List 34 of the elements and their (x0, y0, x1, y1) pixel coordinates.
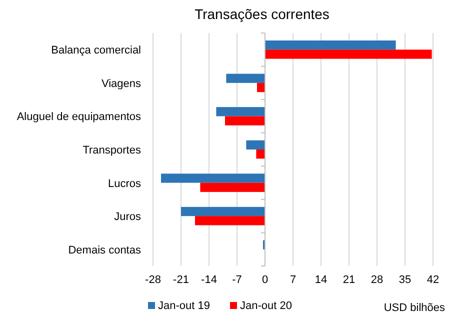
x-tick-label: -7 (232, 274, 242, 286)
legend-label: Jan-out 20 (240, 300, 292, 312)
legend-label: Jan-out 19 (158, 300, 210, 312)
bar (265, 40, 396, 50)
bar (200, 182, 265, 192)
x-tick-label: -21 (173, 274, 189, 286)
x-tick-label: 35 (398, 274, 412, 286)
x-tick-label: 14 (314, 274, 328, 286)
y-tick-label: Balança comercial (51, 44, 141, 57)
y-tick-label: Viagens (101, 78, 142, 90)
x-axis-title: USD bilhões (384, 302, 446, 314)
bar (265, 50, 432, 59)
x-tick-label: 28 (370, 274, 384, 286)
bar (195, 216, 265, 226)
x-tick-label: 21 (342, 274, 356, 286)
bar (257, 82, 265, 92)
chart-title: Transações correntes (194, 6, 330, 22)
y-tick-label: Aluguel de equipamentos (16, 111, 142, 124)
x-tick-label: 0 (262, 274, 268, 286)
bar (256, 150, 265, 159)
x-tick-label: 7 (290, 274, 296, 286)
bar (161, 174, 265, 183)
bar (181, 206, 265, 216)
x-tick-label: -28 (145, 274, 161, 286)
x-tick-label: 42 (426, 274, 440, 286)
x-tick-label: -14 (201, 274, 217, 286)
bar (246, 140, 265, 150)
y-tick-label: Demais contas (68, 244, 142, 256)
bar (226, 74, 265, 83)
bar (225, 116, 265, 126)
y-tick-label: Transportes (82, 144, 142, 156)
y-tick-label: Lucros (108, 178, 142, 190)
bar (216, 107, 265, 116)
y-tick-label: Juros (114, 211, 142, 224)
